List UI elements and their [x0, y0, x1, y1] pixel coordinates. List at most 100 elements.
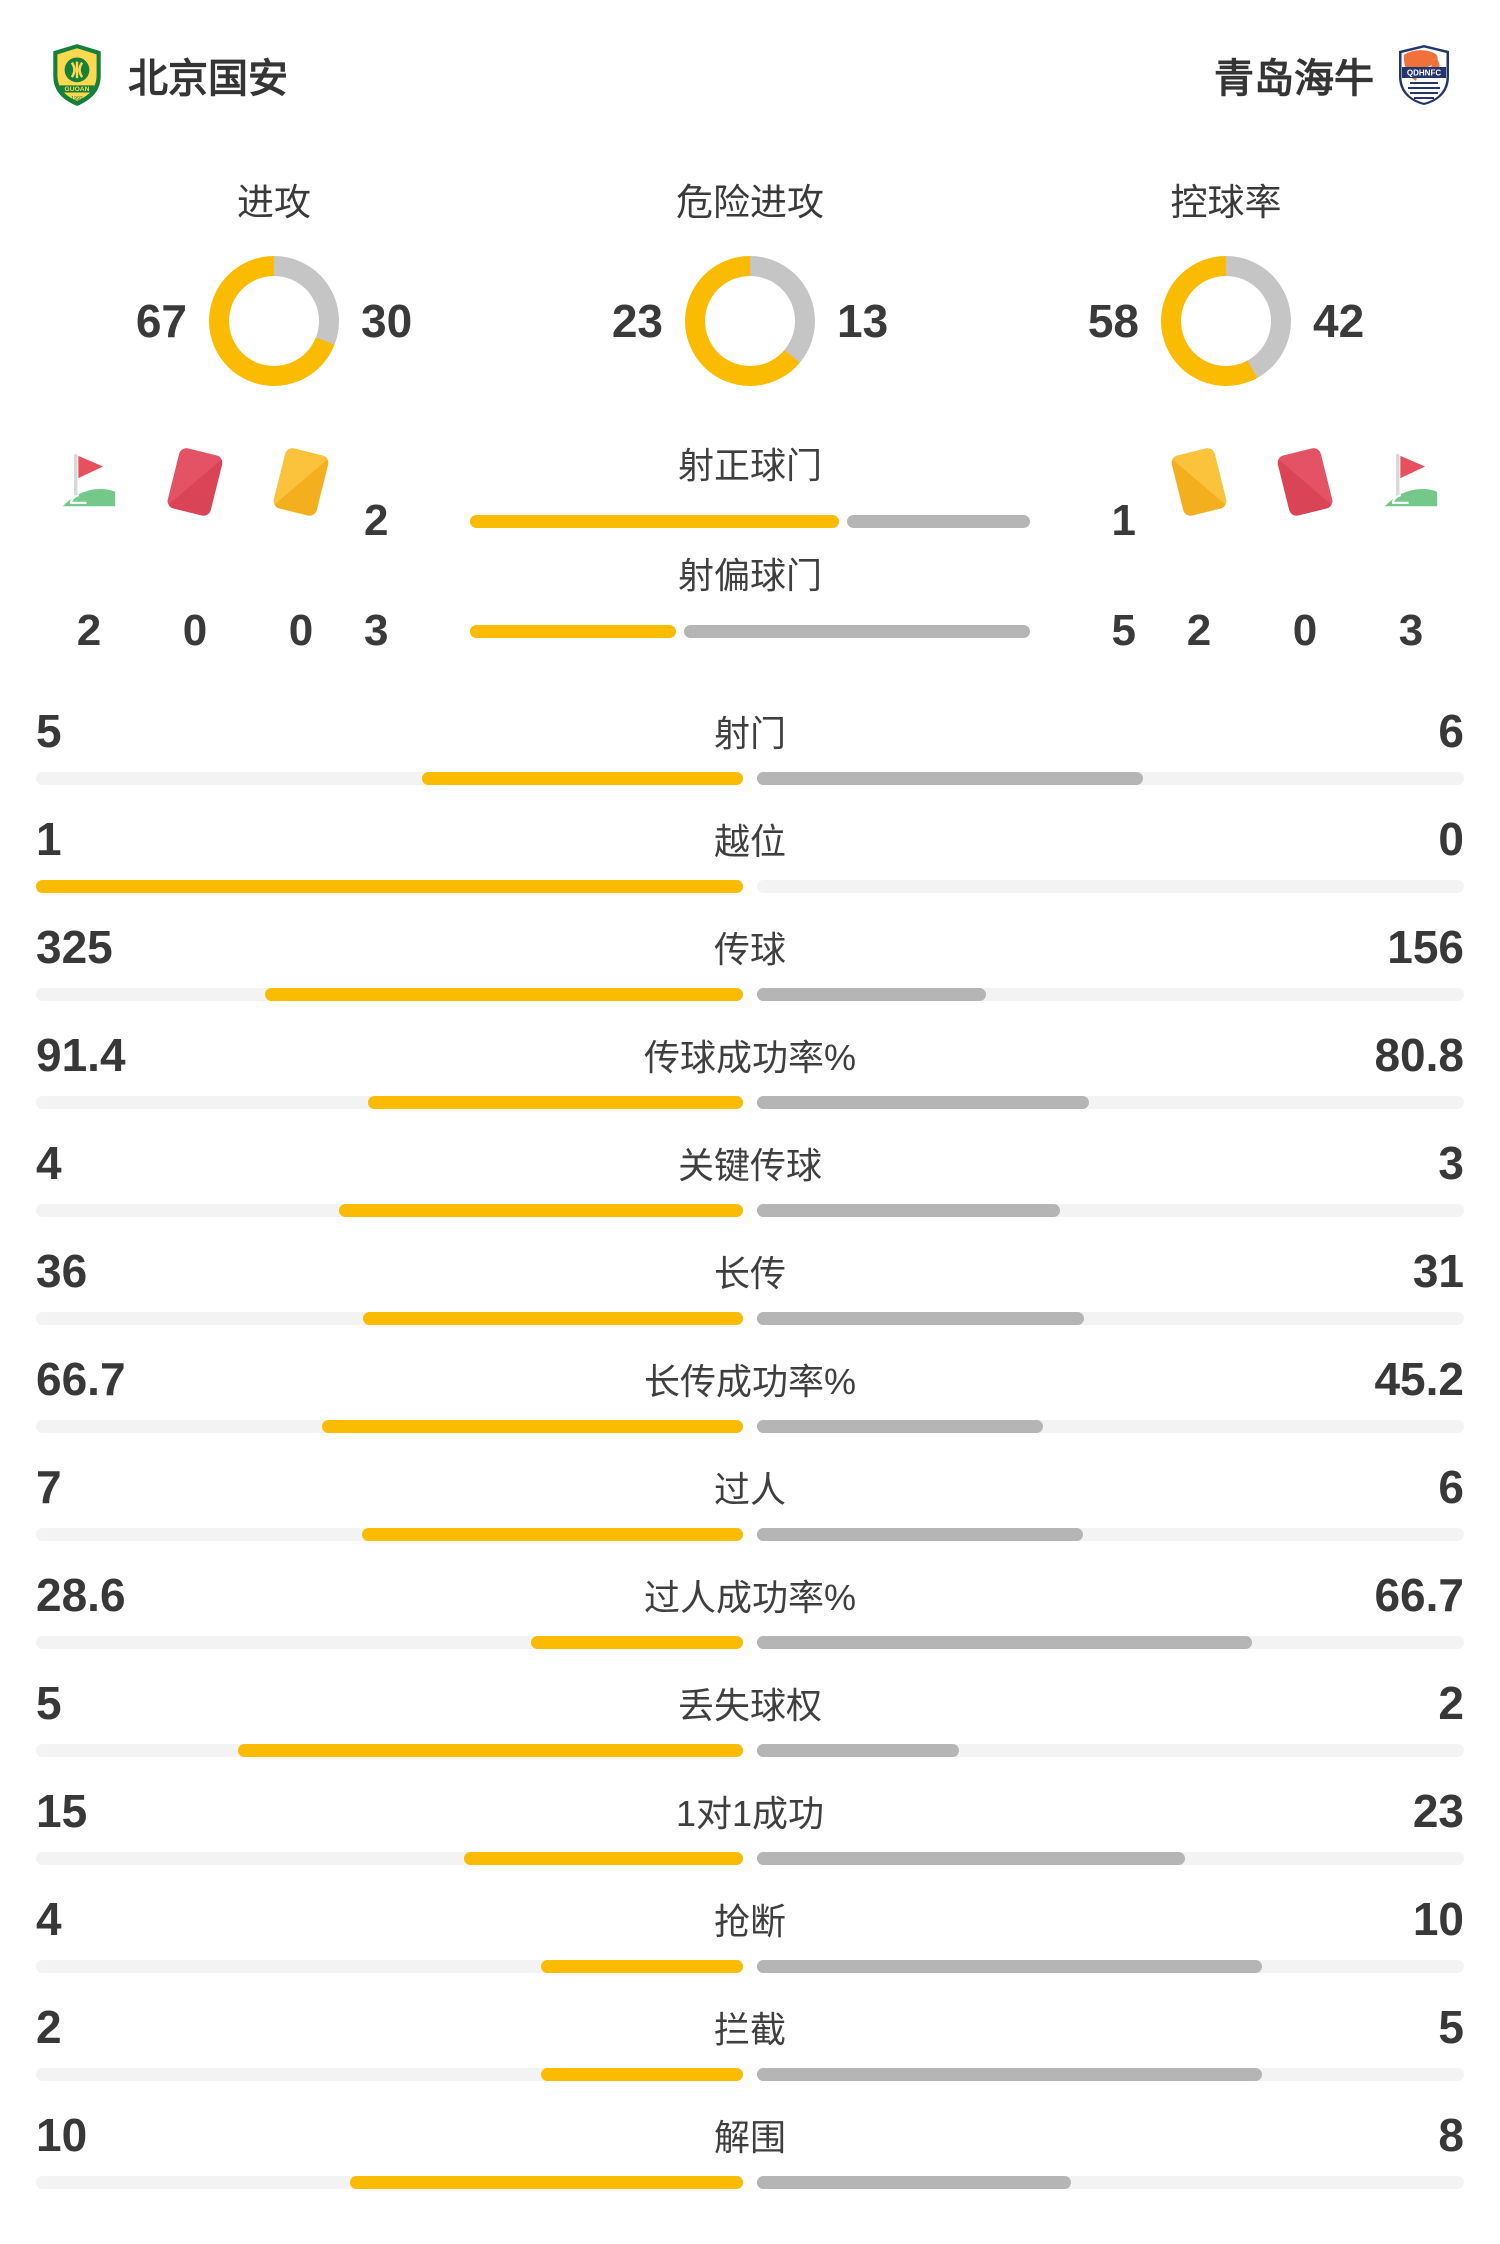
home-bar-fill: [463, 1852, 743, 1865]
away-corners-count: 3: [1398, 606, 1424, 655]
away-team-name: 青岛海牛: [1214, 57, 1374, 101]
stat-row: 2 拦截 5: [36, 2000, 1464, 2081]
away-bar-segment: [684, 624, 1030, 638]
home-discipline-counts: 2 0 0: [36, 604, 354, 658]
stat-row: 325 传球 156: [36, 920, 1464, 1001]
away-bar-fill: [757, 1204, 1060, 1217]
away-bar-fill: [757, 1420, 1043, 1433]
donut-gauge: 危险进攻 23 13: [512, 172, 988, 386]
stat-home-value: 10: [36, 2109, 88, 2161]
away-team-logo-icon: QDHNFC: [1392, 43, 1456, 107]
stat-label: 过人成功率%: [643, 1577, 856, 1618]
stat-row: 15 1对1成功 23: [36, 1784, 1464, 1865]
away-bar-track: [757, 1096, 1464, 1109]
stat-home-value: 4: [36, 1893, 62, 1945]
stat-label: 射门: [713, 713, 786, 754]
away-red-cards-count: 0: [1292, 606, 1318, 655]
donut-home-value: 23: [611, 295, 663, 347]
svg-text:1992: 1992: [71, 96, 83, 102]
stat-row: 36 长传 31: [36, 1244, 1464, 1325]
home-bar-fill: [321, 1420, 743, 1433]
away-team: 青岛海牛 QDHNFC: [1214, 43, 1456, 107]
away-bar-segment: [847, 514, 1030, 528]
home-bar-fill: [367, 1096, 743, 1109]
stat-bar: [36, 2176, 1464, 2189]
home-bar-track: [36, 2176, 743, 2189]
away-bar-fill: [757, 2176, 1072, 2189]
stat-label: 抢断: [713, 1901, 786, 1942]
stat-home-value: 36: [36, 1245, 88, 1297]
shots-discipline-section: 2 0 0 射正球门 2 1 射偏球门 3 5: [36, 444, 1464, 658]
stat-label: 关键传球: [677, 1145, 822, 1186]
donut-title: 控球率: [1170, 182, 1282, 223]
shot-bar: [470, 624, 1030, 638]
shot-home-value: 3: [364, 606, 389, 655]
away-bar-track: [757, 2068, 1464, 2081]
home-bar-track: [36, 1636, 743, 1649]
stat-bar: [36, 1852, 1464, 1865]
donut-ring: [1161, 256, 1291, 386]
donut-gauges-section: 进攻 67 30 危险进攻 23 13 控球率 58 42: [36, 172, 1464, 386]
away-bar-track: [757, 1528, 1464, 1541]
home-bar-fill: [350, 2176, 743, 2189]
stat-bar: [36, 1204, 1464, 1217]
away-bar-track: [757, 772, 1464, 785]
stats-section: 5 射门 6 1 越位 0 325 传球 156: [36, 704, 1464, 2189]
away-bar-fill: [757, 1744, 959, 1757]
away-bar-fill: [757, 1528, 1084, 1541]
stat-bar: [36, 1420, 1464, 1433]
home-bar-fill: [362, 1528, 743, 1541]
home-bar-segment: [470, 624, 676, 638]
home-red-cards-count: 0: [182, 606, 208, 655]
svg-text:QDHNFC: QDHNFC: [1407, 69, 1441, 78]
home-team-logo-icon: GUOAN 1992: [44, 42, 110, 108]
away-discipline-icons: [1146, 444, 1464, 520]
stat-label: 传球: [713, 929, 786, 970]
shot-bar: [470, 514, 1030, 528]
away-bar-track: [757, 1420, 1464, 1433]
stat-home-value: 5: [36, 705, 62, 757]
stat-away-value: 80.8: [1374, 1029, 1464, 1081]
home-bar-track: [36, 2068, 743, 2081]
home-bar-track: [36, 1204, 743, 1217]
shot-bar-label: 射正球门: [677, 445, 822, 486]
donut-gauge: 进攻 67 30: [36, 172, 512, 386]
stat-bar: [36, 1096, 1464, 1109]
svg-text:GUOAN: GUOAN: [65, 86, 90, 93]
stat-bar: [36, 988, 1464, 1001]
away-bar-track: [757, 1312, 1464, 1325]
away-bar-track: [757, 1204, 1464, 1217]
home-bar-fill: [421, 772, 743, 785]
home-bar-track: [36, 1096, 743, 1109]
away-bar-track: [757, 1960, 1464, 1973]
stat-away-value: 23: [1412, 1785, 1464, 1837]
home-bar-fill: [363, 1312, 743, 1325]
stat-row: 5 射门 6: [36, 704, 1464, 785]
away-bar-track: [757, 1636, 1464, 1649]
home-bar-track: [36, 772, 743, 785]
stat-bar: [36, 772, 1464, 785]
shot-home-value: 2: [364, 496, 389, 545]
away-bar-fill: [757, 988, 987, 1001]
stat-row: 66.7 长传成功率% 45.2: [36, 1352, 1464, 1433]
shot-bar-row: 2 1: [364, 494, 1136, 548]
home-bar-fill: [541, 2068, 743, 2081]
stat-away-value: 6: [1438, 1461, 1464, 1513]
stat-away-value: 8: [1438, 2109, 1464, 2161]
away-bar-fill: [757, 1960, 1262, 1973]
stat-label: 丢失球权: [677, 1685, 822, 1726]
stat-row: 5 丢失球权 2: [36, 1676, 1464, 1757]
stat-home-value: 15: [36, 1785, 88, 1837]
home-bar-track: [36, 1420, 743, 1433]
stat-row: 4 抢断 10: [36, 1892, 1464, 1973]
stat-home-value: 28.6: [36, 1569, 126, 1621]
home-bar-track: [36, 1960, 743, 1973]
stat-row: 10 解围 8: [36, 2108, 1464, 2189]
stat-bar: [36, 2068, 1464, 2081]
away-bar-track: [757, 1852, 1464, 1865]
away-bar-track: [757, 1744, 1464, 1757]
home-discipline: 2 0 0: [36, 444, 354, 658]
corner-flag-icon: [1372, 444, 1450, 520]
stat-label: 长传: [713, 1253, 786, 1294]
